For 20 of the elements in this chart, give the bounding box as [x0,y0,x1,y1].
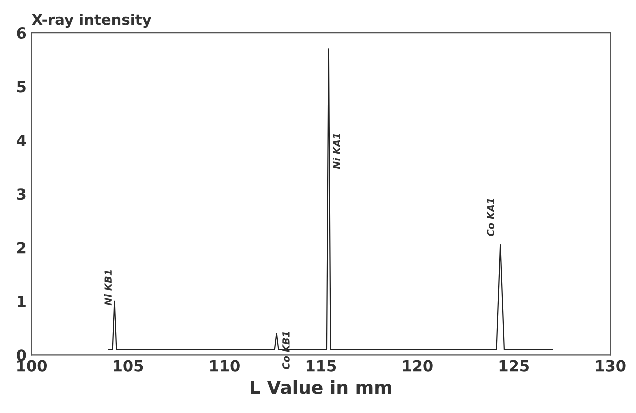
x-tick-label: 100 [18,360,48,372]
y-tick-label: 0 [17,350,26,362]
annotation: Ni KA1 [333,134,340,170]
x-tick-label: 110 [210,360,240,372]
y-tick-label: 5 [17,81,26,93]
x-tick-label: 115 [306,360,336,372]
x-tick-label: 130 [596,360,626,372]
y-tick-label: 4 [16,135,26,146]
annotation: Ni KB1 [104,270,112,306]
annotation: Co KB1 [282,332,290,370]
y-axis-title: X-ray intensity [32,14,152,28]
x-tick-label: 105 [114,360,144,372]
annotation: Co KA1 [487,198,495,236]
y-tick-label: 2 [18,242,26,254]
x-tick-label: 125 [500,360,529,372]
y-tick-label: 1 [18,296,26,308]
x-axis-title: L Value in mm [251,380,392,394]
x-tick-label: 120 [403,360,433,372]
y-tick-label: 6 [17,28,26,40]
y-tick-label: 3 [17,188,26,200]
